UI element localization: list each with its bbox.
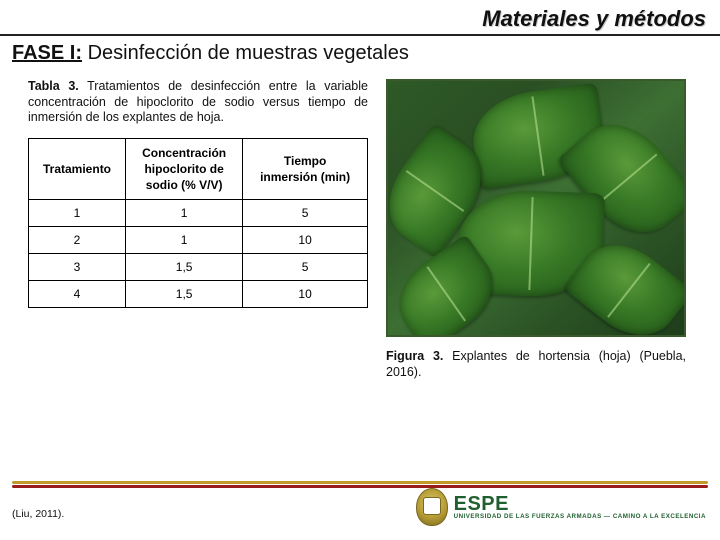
col-concentracion: Concentración hipoclorito de sodio (% V/… (126, 138, 243, 200)
cell: 1 (29, 200, 126, 227)
logo-tagline: UNIVERSIDAD DE LAS FUERZAS ARMADAS — CAM… (454, 514, 706, 520)
cell: 3 (29, 254, 126, 281)
header-bar: Materiales y métodos (0, 0, 720, 36)
cell: 2 (29, 227, 126, 254)
cell: 1,5 (126, 254, 243, 281)
crest-icon (416, 488, 448, 526)
col-tiempo: Tiempo inmersión (min) (243, 138, 368, 200)
page-title: Materiales y métodos (482, 6, 706, 32)
table-row: 2 1 10 (29, 227, 368, 254)
logo-acronym: ESPE (454, 494, 706, 514)
col1-l1: Concentración (130, 145, 238, 161)
figure-caption-label: Figura 3. (386, 349, 443, 363)
col0-l1: Tratamiento (33, 161, 121, 177)
content-row: Tabla 3. Tratamientos de desinfección en… (0, 71, 720, 380)
treatments-table: Tratamiento Concentración hipoclorito de… (28, 138, 368, 309)
table-header-row: Tratamiento Concentración hipoclorito de… (29, 138, 368, 200)
table-row: 4 1,5 10 (29, 281, 368, 308)
plant-image (386, 79, 686, 337)
section-subheader: FASE I: Desinfección de muestras vegetal… (0, 36, 720, 71)
cell: 1,5 (126, 281, 243, 308)
table-row: 3 1,5 5 (29, 254, 368, 281)
logo-text: ESPE UNIVERSIDAD DE LAS FUERZAS ARMADAS … (454, 494, 706, 520)
table-caption-label: Tabla 3. (28, 79, 79, 93)
cell: 10 (243, 227, 368, 254)
col-tratamiento: Tratamiento (29, 138, 126, 200)
logo: ESPE UNIVERSIDAD DE LAS FUERZAS ARMADAS … (416, 488, 706, 526)
cell: 10 (243, 281, 368, 308)
table-caption: Tabla 3. Tratamientos de desinfección en… (28, 79, 368, 126)
col1-l2: hipoclorito de (130, 161, 238, 177)
cell: 5 (243, 254, 368, 281)
table-caption-text: Tratamientos de desinfección entre la va… (28, 79, 368, 124)
cell: 1 (126, 200, 243, 227)
table-row: 1 1 5 (29, 200, 368, 227)
right-column: Figura 3. Explantes de hortensia (hoja) … (386, 79, 686, 380)
cell: 4 (29, 281, 126, 308)
table-body: 1 1 5 2 1 10 3 1,5 5 4 1,5 10 (29, 200, 368, 308)
phase-rest: Desinfección de muestras vegetales (82, 42, 409, 64)
col2-l1: Tiempo (247, 153, 363, 169)
cell: 1 (126, 227, 243, 254)
col2-l2: inmersión (min) (247, 169, 363, 185)
col1-l3: sodio (% V/V) (130, 177, 238, 193)
phase-label: FASE I: (12, 42, 82, 64)
cell: 5 (243, 200, 368, 227)
left-column: Tabla 3. Tratamientos de desinfección en… (28, 79, 368, 380)
figure-caption: Figura 3. Explantes de hortensia (hoja) … (386, 349, 686, 380)
footer-rule (12, 481, 708, 488)
rule-gold (12, 481, 708, 484)
citation: (Liu, 2011). (12, 508, 64, 520)
